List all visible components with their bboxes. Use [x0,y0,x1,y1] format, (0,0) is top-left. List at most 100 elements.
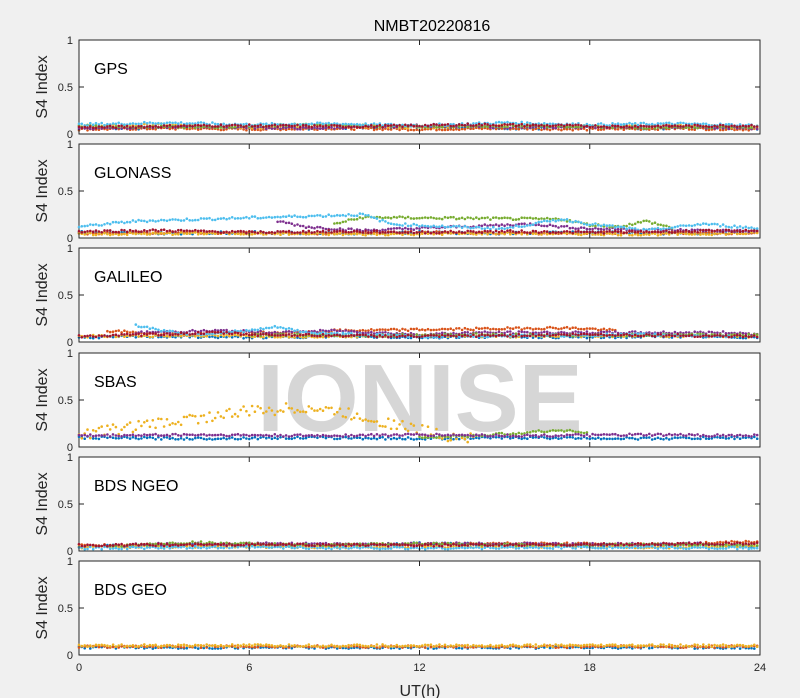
data-point [429,334,433,337]
data-point [633,122,637,125]
data-point [628,233,631,237]
data-point [168,218,172,222]
data-point [628,121,631,125]
data-point [690,228,694,231]
data-point [540,128,543,132]
data-point [97,334,101,337]
data-point [248,230,251,233]
data-point [457,333,461,337]
data-point [475,124,478,127]
data-point [755,125,759,128]
data-point [199,329,203,333]
data-point [304,126,308,129]
data-point [299,231,302,234]
data-point [653,437,657,441]
data-point [324,124,328,127]
data-point [602,128,606,131]
data-point [228,126,231,129]
data-point [174,121,177,124]
data-point [571,326,574,330]
data-point [543,124,546,128]
data-point [398,128,401,132]
data-point [134,323,138,326]
data-point [526,121,529,124]
data-point [194,332,197,336]
data-point [108,124,112,128]
data-point [597,436,600,440]
data-point [279,215,282,219]
data-point [514,218,518,221]
data-point [333,437,336,441]
data-point [554,231,557,235]
data-point [245,332,248,336]
data-point [676,225,679,228]
data-point [100,224,103,227]
data-point [534,221,538,225]
data-point [457,123,461,126]
data-point [335,232,339,236]
data-point [497,227,501,230]
data-point [489,124,492,128]
data-point [588,227,592,231]
data-point [614,334,617,338]
data-point [352,229,356,233]
data-point [117,437,120,440]
data-point [296,127,299,131]
data-point [168,437,172,441]
data-point [324,436,328,440]
data-point [537,223,540,226]
data-point [755,335,759,339]
data-point [97,224,101,227]
data-point [673,124,677,127]
data-point [687,334,691,338]
data-point [375,229,379,233]
data-point [721,124,725,127]
data-point [293,334,296,337]
data-point [631,122,634,126]
data-point [157,219,160,223]
data-point [284,437,288,440]
data-point [449,225,453,229]
data-point [242,436,245,439]
data-point [520,229,523,232]
data-point [628,222,631,226]
data-point [131,435,135,439]
data-point [245,231,248,235]
data-point [472,232,475,236]
data-point [384,216,387,219]
data-point [327,213,331,216]
data-point [486,333,489,337]
data-point [265,436,268,440]
data-point [506,326,509,329]
data-point [599,330,603,334]
data-point [282,126,285,129]
data-point [239,217,242,220]
data-point [639,233,643,237]
data-point [324,215,328,218]
data-point [497,333,501,337]
data-point [412,222,416,226]
data-point [457,437,461,441]
data-point [347,125,350,128]
data-point [628,226,631,230]
data-point [517,332,521,336]
data-point [506,330,509,334]
data-point [562,127,566,131]
data-point [270,127,274,130]
data-point [265,231,268,235]
data-point [114,333,118,337]
data-point [520,120,523,124]
data-point [494,121,498,124]
data-point [455,124,458,127]
data-point [333,127,336,130]
data-point [94,437,98,440]
data-point [650,227,654,230]
data-point [256,231,260,235]
data-point [540,328,543,331]
data-point [750,123,753,127]
data-point [372,216,376,219]
data-point [469,127,472,131]
data-point [665,224,668,228]
data-point [406,224,410,228]
data-point [392,333,396,337]
